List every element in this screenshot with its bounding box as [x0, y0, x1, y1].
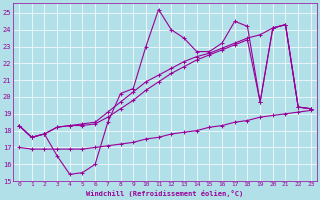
X-axis label: Windchill (Refroidissement éolien,°C): Windchill (Refroidissement éolien,°C) — [86, 190, 244, 197]
